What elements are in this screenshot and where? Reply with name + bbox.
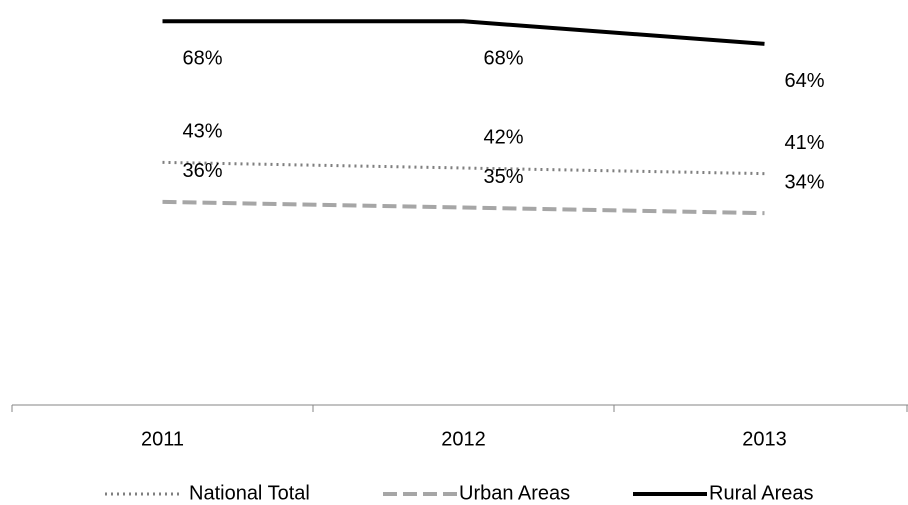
data-label: 68% [182,48,222,70]
series-line [162,19,765,46]
data-label: 41% [784,132,824,154]
legend-label: Urban Areas [459,482,570,504]
data-label: 35% [483,166,523,188]
x-tick-label: 2013 [742,428,787,450]
legend-label: Rural Areas [709,482,814,504]
legend-label: National Total [189,482,310,504]
data-label: 42% [483,126,523,148]
data-label: 68% [483,48,523,70]
series-line [162,160,765,176]
series-line [162,199,765,216]
data-label: 64% [784,70,824,92]
data-label: 43% [182,121,222,143]
x-tick-label: 2012 [441,428,486,450]
x-tick-label: 2011 [141,428,184,450]
data-label: 36% [182,160,222,182]
data-label: 34% [784,171,824,193]
